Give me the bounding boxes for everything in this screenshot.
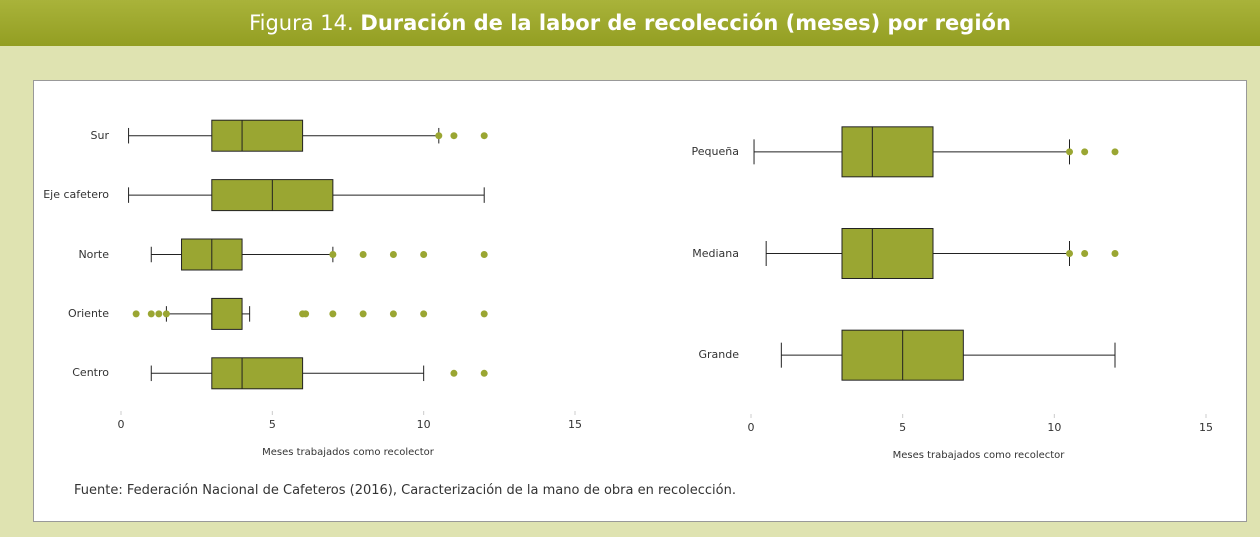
outlier xyxy=(302,310,310,318)
x-axis-label: Meses trabajados como recolector xyxy=(893,450,1066,461)
outlier xyxy=(450,369,458,377)
outlier xyxy=(1066,250,1073,257)
outlier xyxy=(420,251,428,258)
outlier xyxy=(329,251,337,258)
category-label: Eje cafetero xyxy=(43,188,109,202)
x-tick-label: 15 xyxy=(1199,421,1213,434)
category-label: Pequeña xyxy=(691,144,739,158)
outlier xyxy=(359,251,367,258)
x-tick-label: 15 xyxy=(568,418,582,431)
box xyxy=(211,357,304,390)
x-tick-label: 5 xyxy=(899,421,906,434)
category-label: Oriente xyxy=(67,306,109,320)
outlier xyxy=(480,132,488,140)
outlier xyxy=(480,369,488,377)
category-label: Grande xyxy=(698,348,739,362)
figure-number: Figura 14. xyxy=(249,11,354,35)
header: Figura 14. Duración de la labor de recol… xyxy=(0,0,1260,46)
outlier xyxy=(389,310,397,318)
box xyxy=(211,297,243,330)
outlier xyxy=(389,251,397,258)
outlier xyxy=(420,310,428,318)
category-label: Mediana xyxy=(692,246,739,260)
outlier xyxy=(155,310,163,318)
x-tick-label: 0 xyxy=(748,421,755,434)
source-note: Fuente: Federación Nacional de Cafeteros… xyxy=(74,483,736,498)
x-tick-label: 10 xyxy=(1047,421,1061,434)
outlier xyxy=(1081,250,1089,257)
outlier xyxy=(450,132,458,140)
outlier xyxy=(162,310,170,318)
outlier xyxy=(435,132,443,140)
x-tick-label: 5 xyxy=(269,418,276,431)
outlier xyxy=(132,310,140,318)
outlier xyxy=(1066,148,1073,156)
outlier xyxy=(480,310,488,318)
x-tick-label: 10 xyxy=(417,418,431,431)
outlier xyxy=(1111,148,1119,156)
outlier xyxy=(480,251,488,258)
box xyxy=(211,119,304,152)
outlier xyxy=(329,310,337,318)
x-axis-label: Meses trabajados como recolector xyxy=(262,447,435,458)
category-label: Norte xyxy=(78,247,109,261)
figure-title: Duración de la labor de recolección (mes… xyxy=(360,11,1011,35)
category-label: Centro xyxy=(72,366,109,380)
x-tick-label: 0 xyxy=(118,418,125,431)
box xyxy=(841,228,934,279)
outlier xyxy=(359,310,367,318)
outlier xyxy=(1111,250,1119,257)
outlier xyxy=(1081,148,1089,156)
category-label: Sur xyxy=(90,128,109,142)
box xyxy=(841,126,934,178)
outlier xyxy=(147,310,155,318)
